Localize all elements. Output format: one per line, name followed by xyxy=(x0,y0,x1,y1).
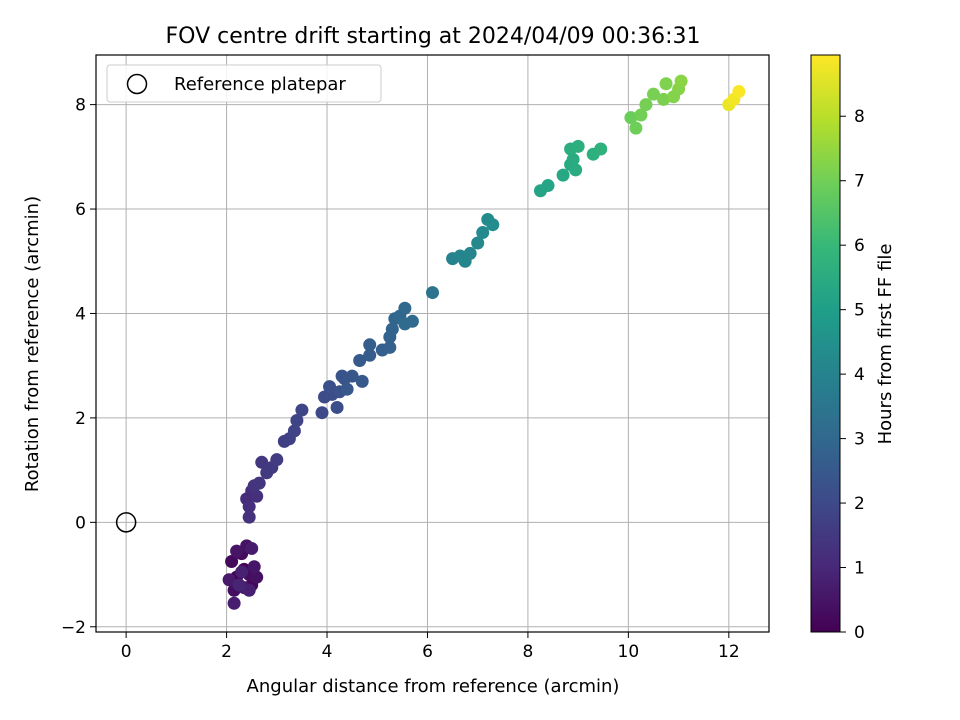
colorbar-tick-label: 2 xyxy=(854,494,865,514)
y-axis-ticks: −2 0 2 4 6 8 xyxy=(61,96,96,638)
data-point xyxy=(222,573,236,587)
data-point xyxy=(398,317,412,331)
data-point xyxy=(556,168,570,182)
data-point xyxy=(290,414,304,428)
legend-reference-marker xyxy=(126,73,148,95)
data-point xyxy=(250,570,264,584)
data-point xyxy=(732,85,746,99)
data-point xyxy=(634,108,648,122)
legend: Reference platepar xyxy=(106,64,382,103)
x-axis-ticks: 0 2 4 6 8 10 12 xyxy=(121,632,740,662)
colorbar-gradient xyxy=(810,54,841,633)
data-point xyxy=(225,555,239,569)
data-point xyxy=(353,353,367,367)
x-tick-label: 6 xyxy=(422,642,433,662)
x-tick-label: 12 xyxy=(718,642,740,662)
data-point xyxy=(335,369,349,383)
legend-box xyxy=(106,64,382,103)
plot-frame xyxy=(95,54,770,633)
data-point xyxy=(235,565,249,579)
data-point xyxy=(398,301,412,315)
data-point xyxy=(247,560,261,574)
y-tick-label: 8 xyxy=(75,96,86,116)
data-point xyxy=(383,340,397,354)
x-tick-label: 10 xyxy=(618,642,640,662)
data-point xyxy=(232,578,246,592)
colorbar-tick-label: 0 xyxy=(854,623,865,643)
colorbar-tick-label: 4 xyxy=(854,365,865,385)
data-point xyxy=(566,152,580,166)
data-point xyxy=(245,541,259,555)
colorbar-tick-label: 6 xyxy=(854,236,865,256)
data-point xyxy=(463,246,477,260)
data-point xyxy=(315,406,329,420)
colorbar-ticks: 0 1 2 3 4 5 6 7 8 xyxy=(840,107,865,643)
legend-entry-reference: Reference platepar xyxy=(174,74,346,95)
data-point xyxy=(323,380,337,394)
data-point xyxy=(260,466,274,480)
data-point xyxy=(242,500,256,514)
data-point xyxy=(659,77,673,91)
data-point xyxy=(227,596,241,610)
data-point xyxy=(426,286,439,300)
data-point xyxy=(255,455,269,469)
colorbar-tick-label: 7 xyxy=(854,172,865,192)
x-tick-label: 0 xyxy=(121,642,132,662)
y-tick-label: 4 xyxy=(75,304,86,324)
data-point xyxy=(330,400,344,414)
colorbar-tick-label: 5 xyxy=(854,301,865,321)
data-point xyxy=(242,510,256,524)
data-point xyxy=(571,139,585,153)
data-point xyxy=(355,374,369,388)
data-point xyxy=(486,218,500,232)
colorbar-tick-label: 3 xyxy=(854,430,865,450)
data-point xyxy=(295,403,309,417)
data-point xyxy=(345,369,359,383)
chart-title: FOV centre drift starting at 2024/04/09 … xyxy=(166,24,701,49)
data-point xyxy=(242,583,256,597)
reference-platepar-marker xyxy=(115,512,137,533)
data-point xyxy=(340,382,354,396)
y-tick-label: −2 xyxy=(61,618,86,638)
data-point xyxy=(363,348,377,362)
data-points xyxy=(115,74,746,610)
x-tick-label: 8 xyxy=(523,642,534,662)
data-point xyxy=(270,453,284,467)
data-point xyxy=(287,424,301,438)
grid-lines xyxy=(96,55,769,632)
data-point xyxy=(646,87,660,101)
colorbar-tick-label: 1 xyxy=(854,559,865,579)
colorbar: 0 1 2 3 4 5 6 7 8 Hours from first FF file xyxy=(810,54,896,643)
data-point xyxy=(629,121,643,135)
y-tick-label: 2 xyxy=(75,409,86,429)
data-point xyxy=(541,179,555,193)
data-point xyxy=(471,236,485,250)
x-axis-label: Angular distance from reference (arcmin) xyxy=(247,676,620,697)
x-tick-label: 4 xyxy=(322,642,333,662)
y-axis-label: Rotation from reference (arcmin) xyxy=(22,196,43,492)
data-point xyxy=(569,163,583,177)
data-point xyxy=(363,338,377,352)
y-tick-label: 0 xyxy=(75,513,86,533)
data-point xyxy=(674,74,688,88)
x-tick-label: 2 xyxy=(221,642,232,662)
data-point xyxy=(657,92,671,106)
data-point xyxy=(639,98,653,112)
data-point xyxy=(624,111,638,125)
data-point xyxy=(385,322,399,336)
data-point xyxy=(476,226,490,240)
data-point xyxy=(252,476,266,490)
data-point xyxy=(594,142,608,156)
data-point xyxy=(230,544,244,558)
y-tick-label: 6 xyxy=(75,200,86,220)
colorbar-label: Hours from first FF file xyxy=(875,244,896,445)
data-point xyxy=(250,489,264,503)
colorbar-tick-label: 8 xyxy=(854,107,865,127)
